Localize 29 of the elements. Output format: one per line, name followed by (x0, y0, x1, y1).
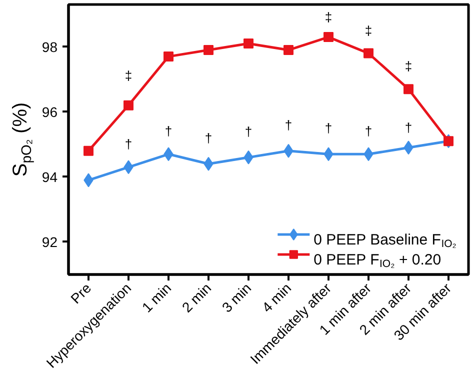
annotation: † (324, 120, 332, 136)
annotation: ‡ (404, 58, 412, 74)
annotation: ‡ (364, 22, 372, 38)
annotation: ‡ (324, 10, 332, 25)
point (164, 52, 174, 62)
y-tick-label: 92 (42, 234, 58, 250)
y-axis-title: SpO₂ (%) (10, 102, 34, 177)
point (84, 146, 94, 156)
point (364, 48, 374, 58)
point (404, 84, 414, 94)
point (204, 45, 214, 56)
point (244, 38, 254, 49)
y-tick-label: 98 (42, 38, 58, 55)
annotation: † (284, 117, 292, 132)
y-tick-label: 94 (42, 168, 58, 185)
annotation: † (364, 124, 372, 139)
x-tick-label: 2 min (178, 280, 214, 316)
y-tick-label: 96 (42, 104, 58, 120)
x-tick-label: 1 min (138, 280, 174, 316)
annotation: † (404, 120, 412, 136)
annotation: † (124, 136, 132, 152)
x-tick-label: 3 min (218, 280, 254, 316)
point (324, 32, 334, 42)
point (284, 45, 294, 56)
annotation: † (164, 124, 172, 139)
annotation: † (204, 130, 212, 146)
annotation: ‡ (124, 68, 132, 83)
point (124, 100, 134, 110)
annotation: † (244, 124, 252, 139)
